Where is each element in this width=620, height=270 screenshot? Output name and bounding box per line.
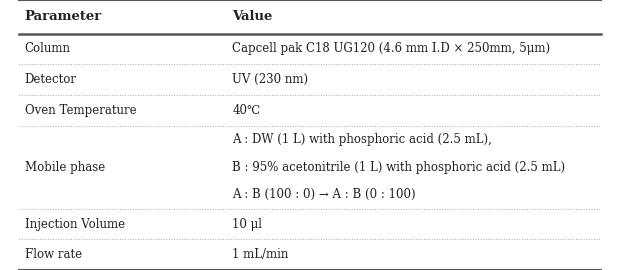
Text: A : DW (1 L) with phosphoric acid (2.5 mL),: A : DW (1 L) with phosphoric acid (2.5 m…: [232, 133, 492, 146]
Text: A : B (100 : 0) → A : B (0 : 100): A : B (100 : 0) → A : B (0 : 100): [232, 188, 416, 201]
Text: Flow rate: Flow rate: [25, 248, 82, 261]
Text: B : 95% acetonitrile (1 L) with phosphoric acid (2.5 mL): B : 95% acetonitrile (1 L) with phosphor…: [232, 161, 565, 174]
Text: Injection Volume: Injection Volume: [25, 218, 125, 231]
Text: 40℃: 40℃: [232, 104, 260, 117]
Text: Mobile phase: Mobile phase: [25, 161, 105, 174]
Text: Detector: Detector: [25, 73, 77, 86]
Text: 10 μl: 10 μl: [232, 218, 262, 231]
Text: Capcell pak C18 UG120 (4.6 mm I.D × 250mm, 5μm): Capcell pak C18 UG120 (4.6 mm I.D × 250m…: [232, 42, 551, 55]
Text: Value: Value: [232, 10, 273, 23]
Text: UV (230 nm): UV (230 nm): [232, 73, 309, 86]
Text: Column: Column: [25, 42, 71, 55]
Text: Oven Temperature: Oven Temperature: [25, 104, 136, 117]
Text: Parameter: Parameter: [25, 10, 102, 23]
Text: 1 mL/min: 1 mL/min: [232, 248, 289, 261]
